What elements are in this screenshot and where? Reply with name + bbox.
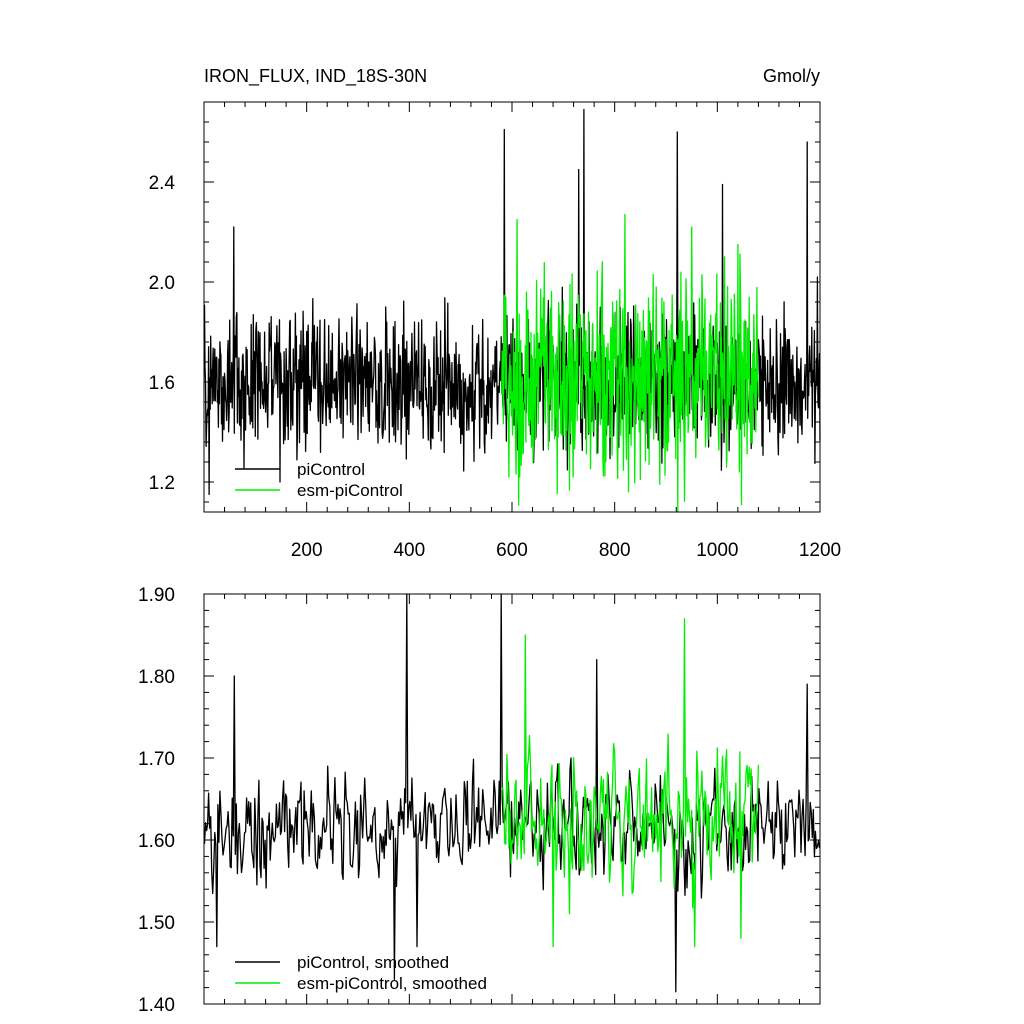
bottom-series-lines xyxy=(203,593,821,993)
top-y-tick-label: 1.6 xyxy=(149,373,175,394)
top-x-tick-label: 1000 xyxy=(696,540,738,561)
top-axis-ticks: 200 400 600 800 1000 1200 1.2 1.6 2.0 2.4 xyxy=(149,101,841,561)
top-series-line-esm-picontrol xyxy=(501,213,760,513)
top-y-tick-label: 1.2 xyxy=(149,473,175,494)
bottom-chart-panel: 1.40 1.50 1.60 1.70 1.80 1.90 piControl, smoo… xyxy=(138,585,821,1016)
legend-label-picontrol-smoothed: piControl, smoothed xyxy=(297,953,449,972)
legend-label-picontrol: piControl xyxy=(297,460,365,479)
top-legend: piControl esm-piControl xyxy=(235,460,403,500)
legend-label-esm-picontrol-smoothed: esm-piControl, smoothed xyxy=(297,974,487,993)
bottom-y-tick-label: 1.60 xyxy=(138,831,175,852)
top-x-tick-label: 600 xyxy=(496,540,528,561)
top-x-tick-label: 400 xyxy=(393,540,425,561)
top-x-tick-label: 200 xyxy=(291,540,323,561)
bottom-y-tick-label: 1.80 xyxy=(138,667,175,688)
bottom-legend: piControl, smoothed esm-piControl, smoot… xyxy=(235,953,487,993)
top-chart-title: IRON_FLUX, IND_18S-30N xyxy=(204,66,427,87)
top-y-tick-label: 2.0 xyxy=(149,273,175,294)
bottom-y-tick-label: 1.50 xyxy=(138,913,175,934)
top-y-tick-label: 2.4 xyxy=(149,173,176,194)
bottom-axis-ticks: 1.40 1.50 1.60 1.70 1.80 1.90 xyxy=(138,585,821,1016)
top-x-tick-label: 800 xyxy=(599,540,631,561)
bottom-series-line-picontrol xyxy=(203,593,821,993)
top-series-lines xyxy=(203,108,821,513)
top-chart-units: Gmol/y xyxy=(763,66,820,86)
top-chart-panel: IRON_FLUX, IND_18S-30N Gmol/y 200 400 600 8… xyxy=(149,66,842,561)
bottom-y-tick-label: 1.70 xyxy=(138,749,175,770)
bottom-y-tick-label: 1.90 xyxy=(138,585,175,606)
bottom-series-line-esm-picontrol xyxy=(501,617,760,948)
bottom-y-tick-label: 1.40 xyxy=(138,995,175,1016)
top-x-tick-label: 1200 xyxy=(799,540,841,561)
legend-label-esm-picontrol: esm-piControl xyxy=(297,481,403,500)
